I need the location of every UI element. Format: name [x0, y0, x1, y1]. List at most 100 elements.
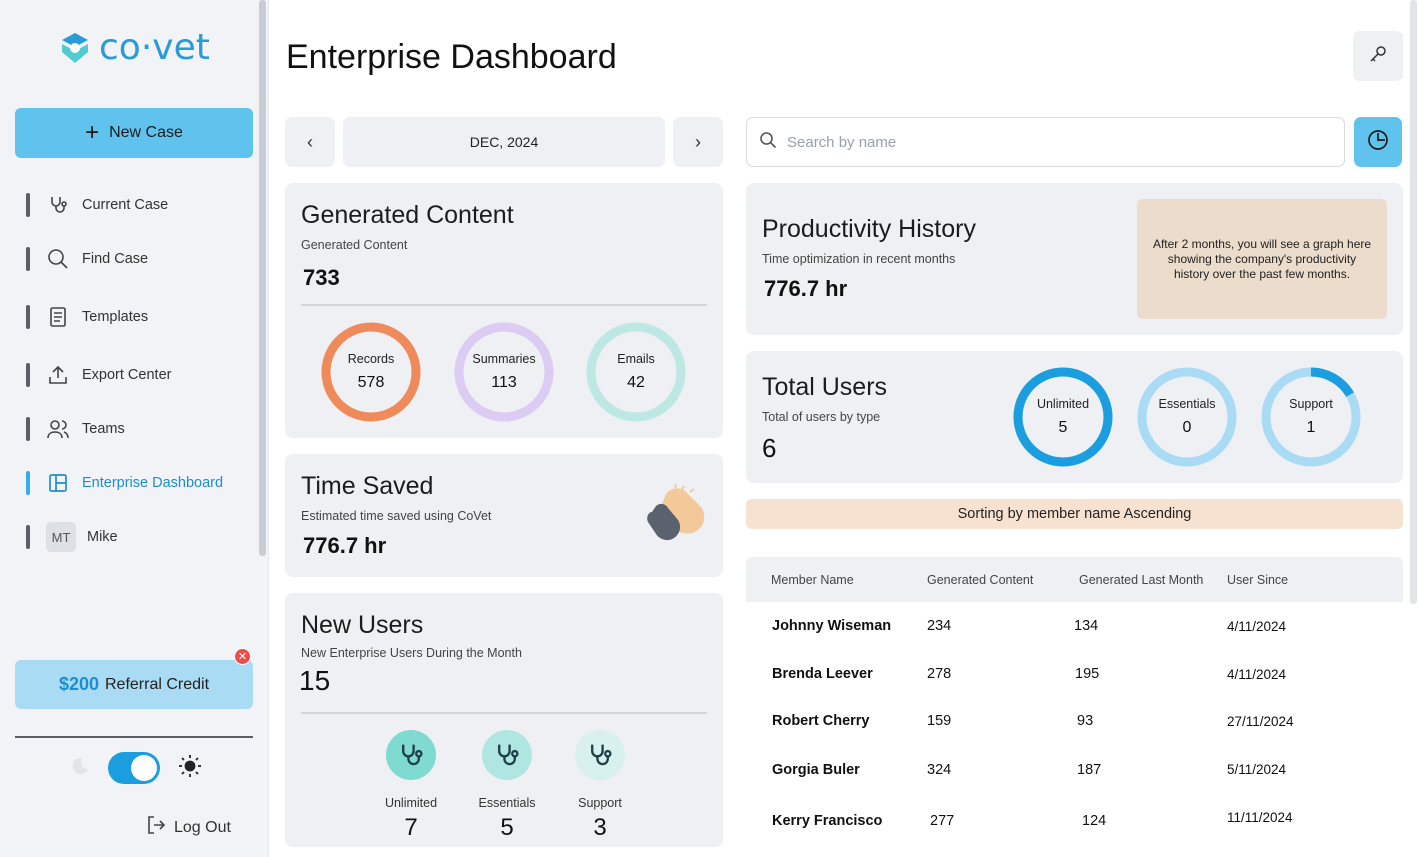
card-subtitle: New Enterprise Users During the Month — [301, 646, 522, 660]
card-title: Time Saved — [301, 472, 434, 500]
ring-label: Summaries — [472, 352, 536, 366]
ring-graphic — [454, 322, 554, 422]
avatar: MT — [46, 522, 76, 552]
table-row[interactable]: Johnny Wiseman 234 134 4/11/2024 — [746, 602, 1403, 650]
users-icon — [46, 417, 70, 441]
new-users-essentials: Essentials 5 — [467, 730, 547, 842]
generated-content-cell: 234 — [927, 618, 952, 634]
generated-last-month-cell: 187 — [1077, 762, 1102, 778]
card-subtitle: Time optimization in recent months — [762, 252, 956, 266]
sidebar-item-profile[interactable]: MT Mike — [26, 519, 246, 555]
search-input[interactable] — [787, 133, 1307, 151]
sort-indicator[interactable]: Sorting by member name Ascending — [746, 499, 1403, 529]
column-header-member-name[interactable]: Member Name — [771, 573, 854, 587]
nav-indicator — [26, 525, 30, 549]
next-month-button[interactable]: › — [673, 117, 723, 167]
productivity-value: 776.7 hr — [764, 276, 848, 301]
ring-label: Unlimited — [1036, 397, 1090, 411]
ring-graphic — [1137, 367, 1237, 467]
search-field[interactable] — [746, 117, 1345, 167]
chart-toggle-button[interactable] — [1354, 117, 1402, 167]
month-label: DEC, 2024 — [343, 117, 665, 167]
table-row[interactable]: Robert Cherry 159 93 27/11/2024 — [746, 697, 1403, 745]
sidebar-item-export-center[interactable]: Export Center — [26, 357, 246, 393]
productivity-placeholder-note: After 2 months, you will see a graph her… — [1137, 199, 1387, 319]
sidebar-item-label: Export Center — [82, 367, 172, 383]
previous-month-button[interactable]: ‹ — [285, 117, 335, 167]
card-title: Productivity History — [762, 215, 976, 243]
generated-content-cell: 278 — [927, 666, 952, 682]
page-title: Enterprise Dashboard — [286, 38, 617, 76]
moon-icon[interactable] — [68, 755, 90, 782]
user-type-label: Essentials — [478, 796, 536, 810]
card-title: New Users — [301, 611, 424, 639]
nav-indicator — [26, 417, 30, 441]
summaries-ring: Summaries 113 — [454, 322, 554, 422]
user-since-cell: 5/11/2024 — [1227, 762, 1287, 777]
user-since-cell: 27/11/2024 — [1227, 714, 1294, 729]
ring-graphic — [321, 322, 421, 422]
generated-content-cell: 324 — [927, 762, 952, 778]
stethoscope-icon — [386, 730, 436, 780]
table-row[interactable]: Gorgia Buler 324 187 5/11/2024 — [746, 746, 1403, 794]
time-saved-card: Time Saved Estimated time saved using Co… — [285, 454, 723, 577]
card-subtitle: Generated Content — [301, 238, 408, 252]
sidebar-item-teams[interactable]: Teams — [26, 411, 246, 447]
nav-indicator — [26, 247, 30, 271]
main-scrollbar[interactable] — [1410, 0, 1417, 604]
unlimited-ring: Unlimited 5 — [1013, 367, 1113, 467]
key-button[interactable] — [1353, 31, 1403, 81]
ring-value: 5 — [1058, 419, 1068, 436]
ring-graphic — [1261, 367, 1361, 467]
column-header-generated-content[interactable]: Generated Content — [927, 573, 1034, 587]
table-header: Member Name Generated Content Generated … — [746, 557, 1403, 602]
ring-value: 113 — [491, 374, 517, 391]
logout-icon — [146, 815, 166, 840]
column-header-user-since[interactable]: User Since — [1227, 573, 1289, 587]
ring-value: 1 — [1306, 419, 1316, 436]
user-type-value: 5 — [500, 814, 514, 841]
close-icon[interactable]: ✕ — [234, 648, 251, 665]
user-type-label: Unlimited — [384, 796, 438, 810]
stethoscope-icon — [575, 730, 625, 780]
generated-last-month-cell: 195 — [1075, 666, 1100, 682]
covet-logo-icon — [62, 32, 88, 63]
sidebar-item-enterprise-dashboard[interactable]: Enterprise Dashboard — [26, 465, 246, 501]
nav-indicator — [26, 363, 30, 387]
generated-content-total: 733 — [303, 265, 340, 290]
records-ring: Records 578 — [321, 322, 421, 422]
nav-indicator — [26, 193, 30, 217]
sidebar-item-label: Mike — [87, 529, 118, 545]
member-name: Brenda Leever — [772, 666, 873, 682]
column-header-generated-last-month[interactable]: Generated Last Month — [1079, 573, 1204, 587]
search-icon — [759, 131, 777, 154]
pie-chart-icon — [1367, 129, 1389, 156]
table-row[interactable]: Kerry Francisco 277 124 11/11/2024 — [746, 797, 1403, 845]
sidebar-item-find-case[interactable]: Find Case — [26, 241, 246, 277]
essentials-ring: Essentials 0 — [1137, 367, 1237, 467]
sun-icon[interactable] — [178, 754, 202, 783]
logo[interactable]: co·vet — [57, 27, 210, 68]
referral-credit-button[interactable]: $200 Referral Credit — [15, 660, 253, 709]
dashboard-icon — [46, 471, 70, 495]
card-subtitle: Total of users by type — [762, 410, 881, 424]
sidebar-item-templates[interactable]: Templates — [26, 299, 246, 335]
ring-label: Records — [347, 352, 395, 366]
theme-toggle[interactable] — [108, 752, 160, 784]
table-row[interactable]: Brenda Leever 278 195 4/11/2024 — [746, 650, 1403, 698]
new-case-button[interactable]: + New Case — [15, 108, 253, 158]
user-type-label: Support — [578, 796, 622, 810]
new-users-card: New Users New Enterprise Users During th… — [285, 593, 723, 847]
generated-last-month-cell: 93 — [1077, 713, 1094, 729]
generated-last-month-cell: 134 — [1074, 618, 1099, 634]
chevron-left-icon: ‹ — [307, 131, 313, 152]
logout-button[interactable]: Log Out — [146, 815, 231, 840]
logout-label: Log Out — [174, 818, 231, 836]
upload-icon — [46, 363, 70, 387]
referral-amount: $200 — [58, 674, 99, 694]
divider — [301, 712, 707, 714]
new-case-label: New Case — [109, 124, 183, 141]
sidebar-item-current-case[interactable]: Current Case — [26, 187, 246, 223]
sidebar-scrollbar[interactable] — [259, 0, 266, 556]
plus-icon: + — [85, 119, 100, 146]
